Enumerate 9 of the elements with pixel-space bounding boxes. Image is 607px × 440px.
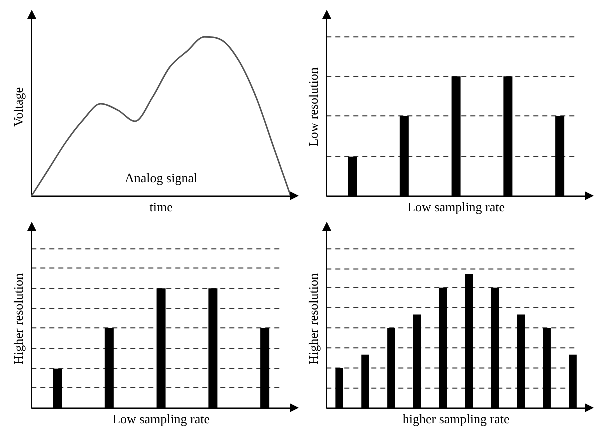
- y-axis-title: Voltage: [11, 87, 26, 127]
- y-axis-title: Higher resolution: [11, 273, 26, 365]
- y-axis-title: Low resolution: [306, 67, 322, 147]
- x-axis-title: Low sampling rate: [408, 200, 506, 215]
- x-axis-title: higher sampling rate: [402, 412, 510, 427]
- x-axis-title: Low sampling rate: [112, 412, 210, 427]
- y-axis-title: Higher resolution: [306, 273, 322, 365]
- x-axis-title: time: [150, 200, 174, 215]
- annotation: Analog signal: [125, 170, 198, 186]
